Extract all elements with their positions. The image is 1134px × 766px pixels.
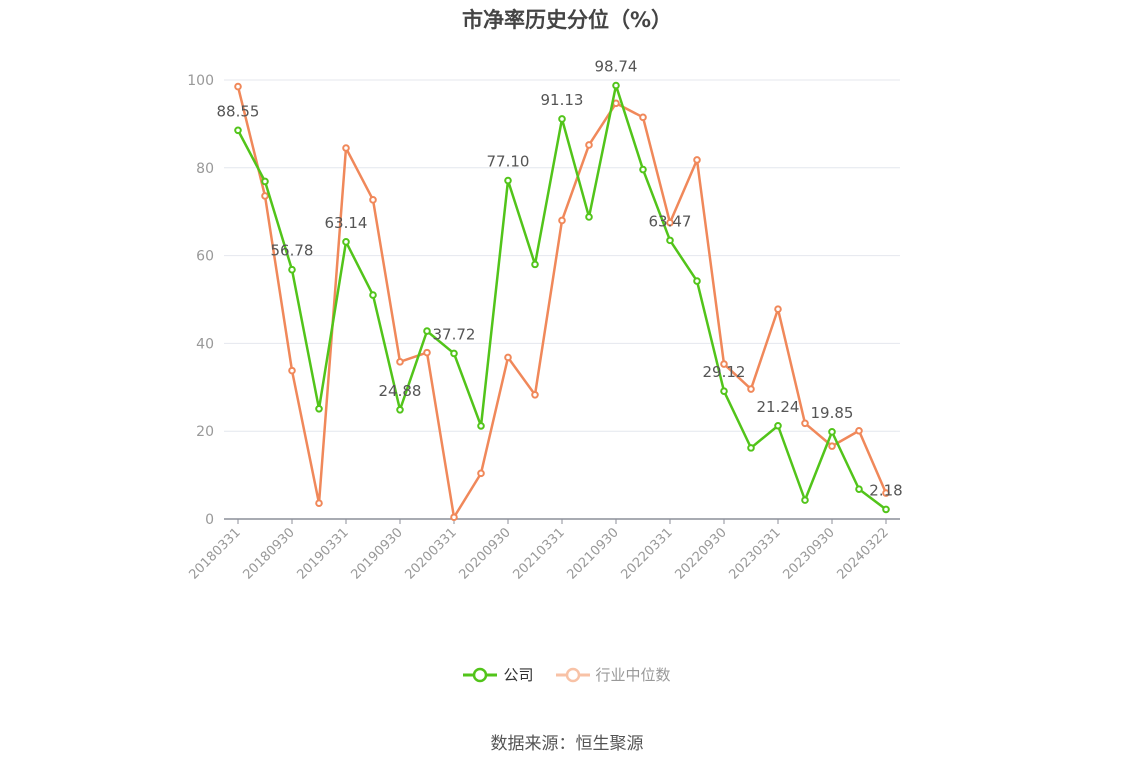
data-point (558, 216, 566, 225)
data-label: 63.14 (325, 214, 368, 232)
x-tick-label: 20230331 (726, 525, 783, 582)
data-point (828, 442, 836, 450)
x-tick-label: 20220930 (672, 525, 729, 582)
data-point (234, 82, 242, 91)
data-point (234, 126, 242, 135)
data-labels: 88.55 56.78 63.14 24.88 37.72 77.10 91.13 98.74… (217, 58, 903, 500)
data-point (423, 327, 431, 335)
data-point (261, 177, 269, 186)
legend-label: 行业中位数 (595, 666, 671, 684)
chart-title: 市净率历史分位（%） (461, 8, 673, 32)
x-tick-label: 20200930 (456, 525, 513, 582)
y-tick-label: 40 (196, 336, 214, 352)
data-point (666, 218, 674, 227)
data-point (504, 176, 512, 185)
data-point (639, 113, 647, 122)
data-point (504, 353, 512, 362)
legend-item-company[interactable]: 公司 (463, 664, 534, 685)
legend-item-industry[interactable]: 行业中位数 (555, 664, 671, 685)
data-point (342, 144, 350, 152)
x-tick-label: 20190331 (294, 525, 351, 582)
data-point (801, 496, 809, 504)
data-point (720, 387, 728, 395)
data-label: 77.10 (487, 153, 530, 171)
data-point (477, 469, 485, 478)
data-point (558, 115, 566, 123)
data-point (477, 422, 485, 430)
data-point (666, 236, 674, 245)
source-note: 数据来源：恒生聚源 (490, 734, 644, 754)
data-label: 98.74 (595, 58, 638, 76)
data-label: 91.13 (541, 91, 584, 109)
data-point (639, 165, 647, 174)
data-point (585, 141, 593, 149)
x-tick-label: 20210930 (564, 525, 621, 582)
series-lines (234, 81, 890, 522)
data-point (261, 192, 269, 200)
y-tick-label: 80 (196, 161, 214, 177)
data-point (882, 489, 890, 497)
data-label: 19.85 (811, 404, 854, 422)
data-point (315, 499, 323, 507)
line-chart: 0 20 40 60 80 100 2018033120180930201903312019… (186, 58, 903, 583)
data-point (828, 428, 836, 436)
data-label: 56.78 (271, 242, 314, 260)
data-point (369, 291, 377, 299)
data-point (396, 358, 404, 366)
data-point (423, 348, 431, 357)
data-label: 63.47 (649, 212, 692, 230)
y-tick-label: 100 (187, 73, 214, 89)
x-tick-label: 20230930 (780, 525, 837, 582)
x-tick-label: 20210331 (510, 525, 567, 582)
data-point (396, 405, 404, 414)
data-point (288, 366, 296, 375)
legend-label: 公司 (503, 666, 534, 684)
data-point (855, 485, 863, 493)
data-point (531, 390, 539, 399)
data-point (315, 405, 323, 413)
legend-marker-icon (555, 667, 590, 682)
data-point (450, 349, 458, 358)
data-point (612, 81, 620, 90)
data-point (882, 505, 890, 514)
data-label: 24.88 (379, 382, 422, 400)
y-tick-label: 20 (196, 424, 214, 440)
data-point (747, 444, 755, 452)
data-point (693, 156, 701, 164)
data-point (774, 421, 782, 430)
axes: 0 20 40 60 80 100 2018033120180930201903312019… (186, 73, 900, 583)
data-point (855, 426, 863, 435)
y-tick-label: 0 (205, 512, 214, 528)
data-point (720, 360, 728, 368)
legend-marker-icon (463, 667, 498, 682)
legend: 公司 行业中位数 (0, 664, 1134, 685)
data-point (342, 238, 350, 246)
data-point (801, 419, 809, 428)
data-point (612, 99, 620, 108)
data-point (369, 196, 377, 204)
x-tick-label: 20220331 (618, 525, 675, 582)
grid-lines (224, 79, 900, 432)
x-tick-label: 20200331 (402, 525, 459, 582)
data-label: 88.55 (217, 102, 260, 120)
data-label: 37.72 (433, 325, 476, 343)
data-label: 2.18 (869, 481, 902, 499)
x-tick-label: 20180331 (186, 525, 243, 582)
data-point (450, 513, 458, 522)
x-tick-label: 20240322 (834, 525, 891, 582)
data-point (585, 213, 593, 221)
data-label: 21.24 (757, 398, 800, 416)
x-tick-label: 20190930 (348, 525, 405, 582)
data-point (774, 305, 782, 313)
data-label: 29.12 (703, 363, 746, 381)
data-point (693, 277, 701, 285)
data-point (531, 260, 539, 269)
y-tick-label: 60 (196, 249, 214, 265)
data-point (288, 265, 296, 274)
data-point (747, 385, 755, 393)
x-tick-label: 20180930 (240, 525, 297, 582)
